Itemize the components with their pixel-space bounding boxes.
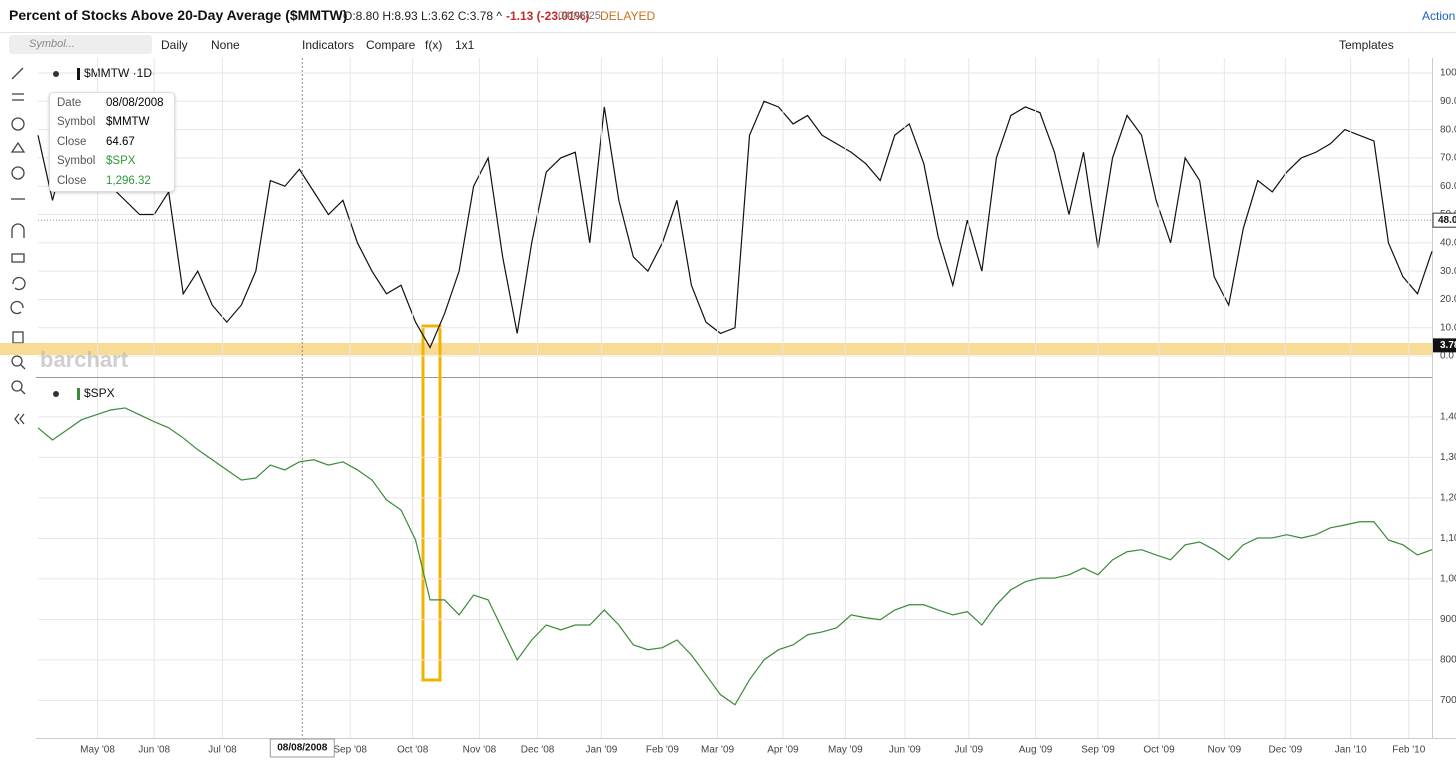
tip-value: 1,296.32 [106,175,151,187]
tool-icons [10,67,26,425]
y-tick-label: 100 [1440,68,1456,79]
x-tick-label: Nov '08 [463,745,497,756]
x-tick-label: May '08 [80,745,115,756]
toolbar: Symbol... Daily None Indicators Compare … [0,32,1456,58]
crosshair-label: 08/08/2008 [277,743,327,754]
y-tick-label: 700 [1440,695,1456,706]
status: DELAYED [600,9,656,23]
x-tick-label: Dec '09 [1269,745,1303,756]
crosshair-label-box [269,738,335,758]
last-value-label: 3.78 [1440,340,1456,351]
visibility-icon [53,391,59,397]
tip-key: Symbol [57,116,96,128]
study-button[interactable]: None [211,38,240,52]
x-tick-label: Jul '08 [208,745,237,756]
y-tick-label: 50.0 [1440,209,1456,220]
y-tick-label: 1,200 [1440,493,1456,504]
x-tick-label: Aug '09 [1019,745,1053,756]
series-line [37,407,1433,706]
y-tick-label: 80.0 [1440,124,1456,135]
tooltip: Date 08/08/2008 Symbol $MMTW Close 64.67… [49,92,175,192]
indicators-button[interactable]: Indicators [302,38,355,52]
tip-key: Symbol [57,155,96,167]
tip-value: 08/08/2008 [106,97,164,109]
x-tick-label: Sep '08 [333,745,367,756]
y-tick-label: 70.0 [1440,153,1456,164]
x-tick-label: Feb '10 [1392,745,1425,756]
actions-button[interactable]: Actions [1422,9,1456,23]
y-tick-label: 10.0 [1440,322,1456,333]
templates-button[interactable]: Templates [1339,38,1394,52]
tip-value: $MMTW [106,116,150,128]
series-swatch [77,388,80,400]
tip-value: 64.67 [106,136,135,148]
x-tick-label: Sep '09 [1081,745,1115,756]
y-tick-label: 1,100 [1440,533,1456,544]
x-tick-label: Oct '09 [1143,745,1175,756]
pane-title: $SPX [84,386,115,400]
pane-title: $MMTW ·1D· [84,66,156,80]
y-tick-label: 20.0 [1440,294,1456,305]
series-swatch [77,68,80,80]
quote: O:8.80 H:8.93 L:3.62 C:3.78 ^ [343,9,503,23]
y-tick-label: 900 [1440,614,1456,625]
x-tick-label: Feb '09 [646,745,679,756]
y-tick-label: 60.0 [1440,181,1456,192]
x-tick-label: Mar '09 [701,745,734,756]
x-tick-label: Dec '08 [521,745,555,756]
x-tick-label: Jun '08 [138,745,170,756]
y-tick-label: 1,000 [1440,573,1456,584]
header: Percent of Stocks Above 20-Day Average (… [0,0,1456,33]
date: 04/08/25 [558,10,601,22]
x-tick-label: Jan '09 [585,745,617,756]
period-button[interactable]: Daily [161,38,188,52]
x-tick-label: Jan '10 [1335,745,1367,756]
tip-value: $SPX [106,155,136,167]
title: Percent of Stocks Above 20-Day Average (… [9,7,348,23]
y-tick-label: 40.0 [1440,237,1456,248]
highlight-band [0,343,1432,355]
y-tick-label: 800 [1440,654,1456,665]
x-tick-label: Apr '09 [767,745,799,756]
last-value-box [1433,338,1456,353]
reference-label-box [1432,212,1456,228]
fx-button[interactable]: f(x) [425,38,443,52]
visibility-icon [53,71,59,77]
highlight-box [421,324,442,682]
search-placeholder: Symbol... [29,38,75,50]
search-box[interactable]: Symbol... [9,35,152,54]
y-tick-label: 30.0 [1440,266,1456,277]
reference-label: 48.0 [1438,215,1456,226]
y-tick-label: 90.0 [1440,96,1456,107]
y-tick-label: 0.0 [1440,351,1454,362]
tip-key: Close [57,136,87,148]
x-tick-label: Jul '09 [954,745,983,756]
x-tick-label: Jun '09 [889,745,921,756]
left-toolbar [0,58,36,764]
compare-button[interactable]: Compare [366,38,416,52]
layout-button[interactable]: 1x1 [455,38,475,52]
x-tick-label: May '09 [828,745,863,756]
tip-key: Close [57,175,87,187]
watermark: barchart [40,347,129,372]
series-line [37,100,1433,349]
x-tick-label: Oct '08 [397,745,429,756]
x-tick-label: Nov '09 [1208,745,1242,756]
tip-key: Date [57,97,82,109]
change: -1.13 (-23.01%) [506,9,590,23]
y-tick-label: 1,300 [1440,452,1456,463]
y-tick-label: 1,400 [1440,412,1456,423]
